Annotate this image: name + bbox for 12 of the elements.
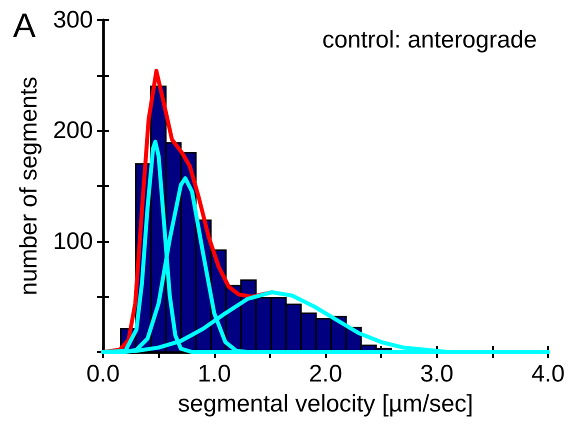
x-tick-label: 1.0 (198, 360, 231, 388)
y-tick-label: 100 (52, 228, 93, 255)
y-axis-title: number of segments (16, 76, 42, 296)
chart-title: A (13, 7, 36, 45)
x-tick-label: 2.0 (308, 360, 342, 388)
y-tick-label: 200 (52, 117, 93, 144)
x-tick-label: 4.0 (531, 360, 565, 388)
x-axis-title: segmental velocity [µm/sec] (178, 390, 474, 418)
x-tick-label: 3.0 (420, 360, 454, 388)
x-tick-label: 0.0 (86, 360, 120, 388)
annotation: control: anterograde (322, 26, 538, 54)
y-tick-label: 300 (52, 6, 93, 34)
